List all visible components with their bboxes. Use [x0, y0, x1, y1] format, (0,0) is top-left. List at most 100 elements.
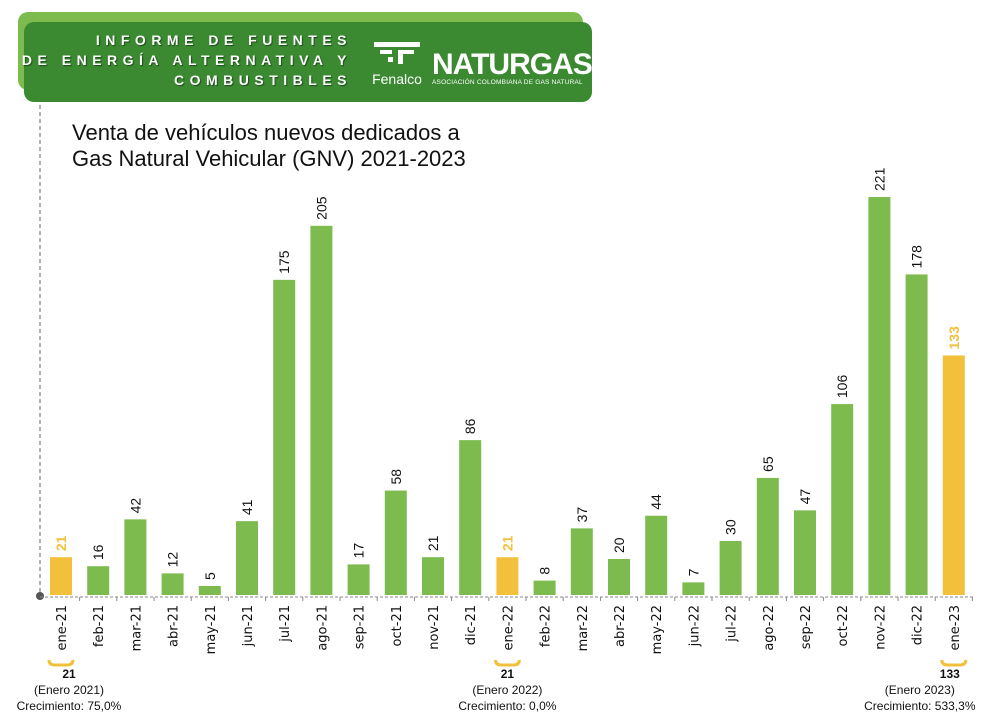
bar-feb-21	[87, 566, 110, 595]
tick-label-nov-21: nov-21	[427, 605, 442, 650]
tick-label-jun-21: jun-21	[241, 605, 256, 647]
annotation-value: 21	[62, 667, 76, 681]
bar-abr-22	[608, 558, 630, 595]
data-label-abr-21: 12	[165, 552, 181, 568]
bar-oct-21	[384, 490, 407, 595]
chart-title-line: Venta de vehículos nuevos dedicados a	[72, 120, 460, 145]
annotation-value: 21	[500, 667, 515, 681]
data-label-sep-22: 47	[797, 489, 813, 505]
tick-label-jul-22: jul-22	[725, 605, 740, 643]
data-label-dic-22: 178	[909, 245, 925, 269]
fenalco-logo: Fenalco	[366, 38, 428, 87]
data-label-ago-21: 205	[313, 196, 329, 220]
data-label-dic-21: 86	[462, 418, 478, 434]
tick-label-sep-21: sep-21	[353, 605, 368, 649]
data-label-oct-21: 58	[388, 469, 404, 485]
bar-jun-21	[236, 521, 258, 595]
bar-may-21	[198, 585, 221, 595]
bar-jul-22	[719, 540, 742, 595]
bar-feb-22	[533, 580, 556, 595]
tick-label-dic-22: dic-22	[911, 605, 926, 645]
tick-label-ago-21: ago-21	[315, 605, 330, 651]
tick-label-may-22: may-22	[650, 605, 665, 654]
tick-label-mar-21: mar-21	[129, 605, 144, 651]
report-title-line: DE ENERGÍA ALTERNATIVA Y	[21, 52, 352, 68]
chart-title-line: Gas Natural Vehicular (GNV) 2021-2023	[72, 146, 466, 171]
tick-label-sep-22: sep-22	[799, 605, 814, 649]
annotation-period: (Enero 2023)	[884, 683, 955, 697]
growth-annotation: 133 (Enero 2023) Crecimiento: 533,3%	[864, 666, 975, 714]
bar-ene-23	[942, 355, 965, 595]
naturgas-label: NATURGAS	[432, 48, 593, 81]
bar-ago-21	[310, 225, 333, 595]
bar-sep-21	[347, 564, 370, 595]
tick-label-feb-22: feb-22	[539, 605, 554, 647]
bar-dic-21	[459, 440, 482, 595]
annotation-growth: Crecimiento: 533,3%	[864, 699, 976, 713]
tick-label-abr-22: abr-22	[613, 605, 628, 647]
bar-ene-21	[50, 557, 72, 595]
tick-label-ene-23: ene-23	[948, 605, 963, 650]
tick-label-ene-22: ene-22	[501, 605, 516, 650]
tick-label-oct-22: oct-22	[836, 605, 851, 646]
tick-label-may-21: may-21	[204, 605, 219, 654]
bar-nov-22	[868, 197, 891, 595]
tick-label-jun-22: jun-22	[687, 605, 702, 647]
tick-label-dic-21: dic-21	[464, 605, 479, 645]
brace-icon	[47, 659, 75, 667]
data-label-may-21: 5	[202, 572, 218, 580]
data-label-jul-21: 175	[276, 250, 292, 274]
data-label-ene-23: 133	[946, 326, 962, 350]
bar-mar-21	[124, 519, 147, 595]
data-label-feb-21: 16	[90, 544, 106, 560]
data-label-ene-21: 21	[53, 535, 69, 551]
growth-annotation: 21 (Enero 2021) Crecimiento: 75,0%	[17, 666, 122, 714]
bar-may-22	[645, 515, 668, 595]
tick-label-mar-22: mar-22	[576, 605, 591, 651]
bar-ene-22	[496, 557, 519, 595]
bar-dic-22	[905, 274, 928, 595]
naturgas-subtitle: ASOCIACIÓN COLOMBIANA DE GAS NATURAL	[432, 79, 583, 86]
data-label-abr-22: 20	[611, 537, 627, 553]
data-label-feb-22: 8	[537, 567, 553, 575]
chart-title: Venta de vehículos nuevos dedicados a Ga…	[72, 120, 466, 172]
report-title-line: COMBUSTIBLES	[174, 72, 352, 88]
data-label-sep-21: 17	[351, 543, 367, 559]
growth-annotation: 21 (Enero 2022) Crecimiento: 0,0%	[458, 666, 556, 714]
data-label-jun-22: 7	[685, 568, 701, 576]
naturgas-logo: NATURGAS ASOCIACIÓN COLOMBIANA DE GAS NA…	[432, 48, 593, 86]
bar-ago-22	[756, 477, 779, 595]
report-banner: INFORME DE FUENTES DE ENERGÍA ALTERNATIV…	[22, 22, 593, 102]
data-label-jun-21: 41	[239, 499, 255, 515]
bar-abr-21	[161, 573, 184, 595]
report-title-line: INFORME DE FUENTES	[95, 32, 352, 48]
bar-jun-22	[682, 582, 705, 595]
data-label-oct-22: 106	[834, 375, 850, 399]
annotation-period: (Enero 2021)	[33, 683, 105, 697]
annotation-growth: Crecimiento: 75,0%	[16, 699, 122, 713]
brace-icon	[493, 659, 521, 667]
bar-jul-21	[273, 279, 296, 595]
data-label-ago-22: 65	[760, 456, 776, 472]
bar-sep-22	[794, 510, 816, 595]
tick-label-oct-21: oct-21	[390, 605, 405, 646]
tick-label-jul-21: jul-21	[278, 605, 293, 643]
bar-nov-21	[422, 557, 444, 595]
fenalco-icon	[374, 42, 420, 64]
annotation-growth: Crecimiento: 0,0%	[458, 699, 557, 713]
data-label-mar-22: 37	[574, 507, 590, 523]
tick-label-feb-21: feb-21	[92, 605, 107, 647]
report-title: INFORME DE FUENTES DE ENERGÍA ALTERNATIV…	[22, 30, 352, 90]
brace-icon	[940, 659, 968, 667]
data-label-ene-22: 21	[499, 535, 515, 551]
data-label-nov-22: 221	[871, 167, 887, 191]
data-label-nov-21: 21	[425, 535, 441, 551]
axis-origin-dot	[36, 592, 44, 600]
data-label-jul-22: 30	[723, 519, 739, 535]
data-label-mar-21: 42	[127, 498, 143, 514]
fenalco-label: Fenalco	[372, 71, 422, 87]
annotation-value: 133	[939, 667, 960, 681]
annotation-period: (Enero 2022)	[472, 683, 543, 697]
data-label-may-22: 44	[648, 494, 664, 510]
